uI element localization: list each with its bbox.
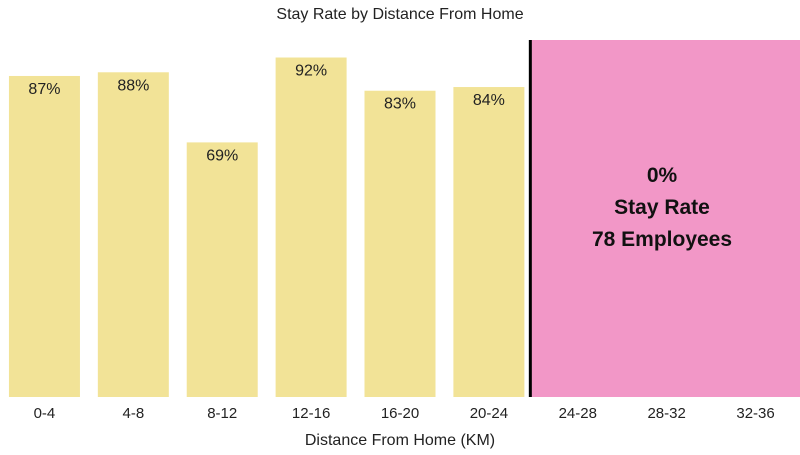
highlight-region [528,40,800,397]
x-tick-label: 0-4 [34,405,56,422]
x-tick-label: 24-28 [559,405,597,422]
bar-value-label: 84% [473,92,505,109]
x-tick-label: 28-32 [647,405,685,422]
chart-title: Stay Rate by Distance From Home [276,6,523,23]
x-tick-label: 16-20 [381,405,419,422]
x-tick-label: 12-16 [292,405,330,422]
x-axis-ticks: 0-4 4-8 8-12 12-16 16-20 20-24 24-28 28-32 32-36 [34,405,775,422]
bar-value-label: 88% [117,77,149,94]
bar [275,57,347,398]
annotation-line: 78 Employees [592,228,732,251]
bar [453,87,525,397]
bar [8,75,80,397]
annotation-line: Stay Rate [614,196,710,219]
x-tick-label: 4-8 [122,405,144,422]
x-tick-label: 32-36 [736,405,774,422]
bar-value-label: 69% [206,147,238,164]
bar-value-labels: 87% 88% 69% 92% 83% 84% [28,63,504,165]
bar-value-label: 92% [295,63,327,80]
bar [364,90,436,397]
bar [97,72,169,397]
x-axis-label: Distance From Home (KM) [305,432,495,449]
highlight-area [530,40,800,397]
bar-value-label: 83% [384,96,416,113]
annotation-line: 0% [647,164,678,187]
bar-value-label: 87% [28,81,60,98]
x-tick-label: 20-24 [470,405,508,422]
bar [186,142,258,397]
highlight-annotation: 0% Stay Rate 78 Employees [592,164,732,251]
bars [8,57,525,398]
x-tick-label: 8-12 [207,405,237,422]
